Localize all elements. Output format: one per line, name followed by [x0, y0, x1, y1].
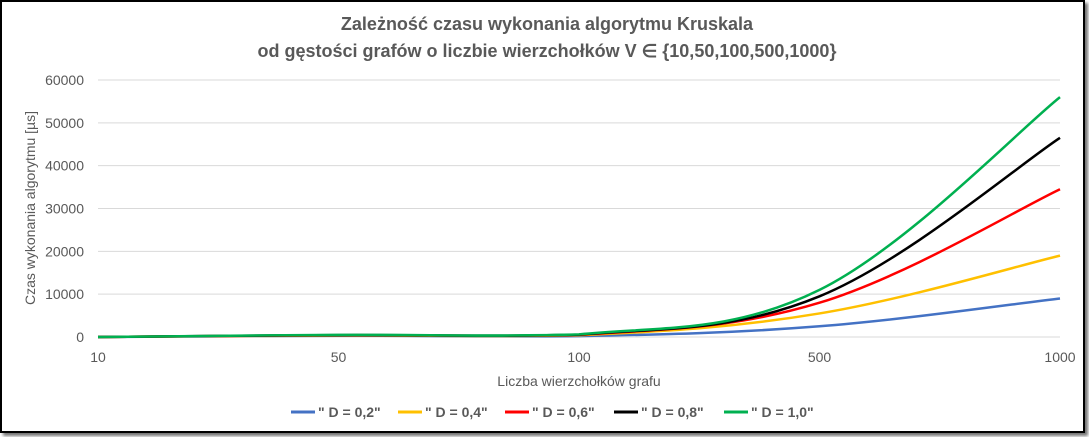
- y-tick-label: 60000: [45, 72, 84, 88]
- x-axis-ticks: 10 50 100 500 1000: [90, 349, 1076, 365]
- legend: " D = 0,2" " D = 0,4" " D = 0,6" " D = 0,8"…: [291, 404, 814, 420]
- legend-label: " D = 0,2": [318, 404, 381, 420]
- line-chart: Zależność czasu wykonania algorytmu Krus…: [22, 14, 1076, 420]
- y-tick-label: 40000: [45, 158, 84, 174]
- y-tick-label: 0: [76, 329, 84, 345]
- legend-label: " D = 0,6": [532, 404, 595, 420]
- gridlines: [98, 79, 1060, 338]
- series-line-2: [97, 254, 1061, 339]
- x-tick-label: 100: [567, 349, 591, 365]
- x-tick-label: 10: [90, 349, 106, 365]
- series-line-5: [97, 96, 1061, 339]
- y-tick-label: 10000: [45, 286, 84, 302]
- y-tick-label: 20000: [45, 243, 84, 259]
- series-lines: [97, 96, 1061, 339]
- series-line-3: [97, 188, 1061, 339]
- legend-label: " D = 1,0": [751, 404, 814, 420]
- y-axis-title: Czas wykonania algorytmu [µs]: [22, 111, 38, 305]
- legend-label: " D = 0,8": [641, 404, 704, 420]
- y-tick-label: 50000: [45, 115, 84, 131]
- legend-label: " D = 0,4": [425, 404, 488, 420]
- chart-title-line-1: Zależność czasu wykonania algorytmu Krus…: [341, 14, 754, 34]
- x-axis-title: Liczba wierzchołków grafu: [497, 373, 660, 389]
- series-line-1: [97, 297, 1061, 339]
- series-line-4: [97, 136, 1061, 339]
- x-tick-label: 500: [808, 349, 832, 365]
- x-tick-label: 1000: [1044, 349, 1075, 365]
- y-tick-label: 30000: [45, 201, 84, 217]
- chart-title-line-2: od gęstości grafów o liczbie wierzchołkó…: [258, 41, 837, 61]
- x-tick-label: 50: [331, 349, 347, 365]
- y-axis-ticks: 0 10000 20000 30000 40000 50000 60000: [45, 72, 84, 345]
